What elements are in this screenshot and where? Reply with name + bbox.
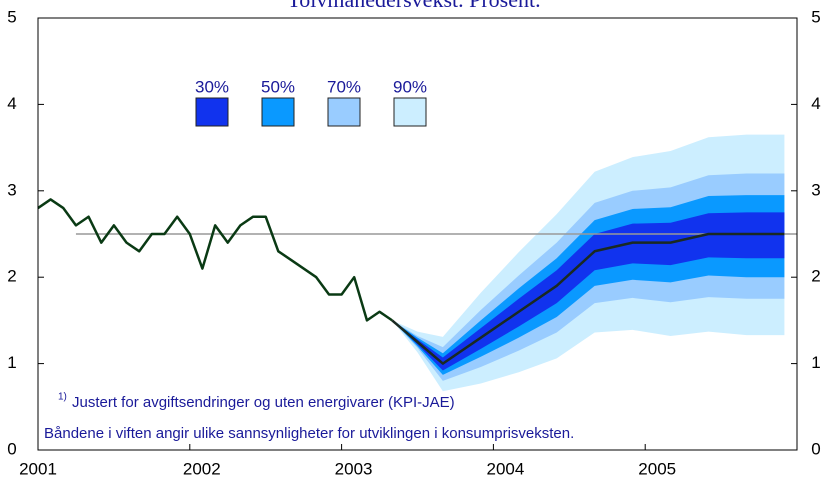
y2-tick-label: 2 [811,267,820,286]
plot: 30% 50% 70% 90% [37,17,798,451]
legend-label: 30% [195,77,229,96]
y-tick-label: 1 [7,353,16,372]
y2-tick-label: 0 [811,439,820,458]
legend-label: 70% [327,77,361,96]
y2-tick-label: 4 [811,94,820,113]
history-line [37,198,393,322]
legend-swatch [195,97,229,127]
x-tick-label: 2002 [183,459,221,478]
y2-tick-label: 5 [811,7,820,26]
y-tick-label: 5 [7,7,16,26]
x-tick-label: 2001 [19,459,57,478]
x-tick-label: 2005 [638,459,676,478]
note: Båndene i viften angir ulike sannsynligh… [44,425,574,442]
y-tick-label: 4 [7,94,16,113]
x-tick-label: 2003 [335,459,373,478]
chart-title: Tolvmånedersvekst. Prosent. [287,0,540,12]
y2-tick-label: 1 [811,353,820,372]
legend-label: 90% [393,77,427,96]
note: Justert for avgiftsendringer og uten ene… [72,394,455,411]
y-tick-label: 3 [7,180,16,199]
legend-swatch [261,97,295,127]
projection-line [391,232,785,365]
y-tick-label: 0 [7,439,16,458]
y2-tick-label: 3 [811,180,820,199]
legend-swatch [327,97,361,127]
note-marker: 1) [58,392,67,403]
x-tick-label: 2004 [486,459,524,478]
y-tick-label: 2 [7,267,16,286]
plot-frame [37,17,798,451]
legend-swatch [393,97,427,127]
legend-label: 50% [261,77,295,96]
